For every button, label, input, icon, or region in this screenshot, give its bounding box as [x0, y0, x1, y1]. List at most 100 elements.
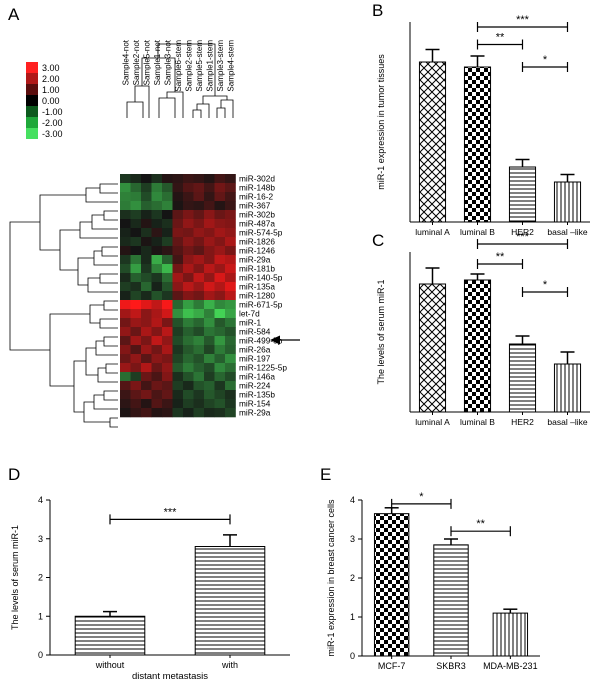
heatmap-cell: [151, 381, 163, 391]
heatmap-cell: [172, 264, 184, 274]
gene-label: miR-367: [239, 201, 271, 211]
heatmap-cell: [172, 183, 184, 193]
heatmap-cell: [130, 210, 142, 220]
heatmap-cell: [141, 363, 152, 373]
sample-label: Sample2-not: [132, 39, 141, 85]
heatmap-cell: [204, 318, 215, 328]
heatmap-cell: [162, 273, 173, 283]
bar-charts: miR-1 expression in tumor tissues luminal…: [10, 14, 590, 682]
heatmap-cell: [151, 237, 163, 247]
heatmap-cell: [151, 408, 163, 418]
y-tick-label: 4: [38, 495, 43, 505]
heatmap-cell: [120, 174, 131, 184]
heatmap-cell: [141, 318, 152, 328]
heatmap-cell: [183, 219, 194, 229]
heatmap-cell: [120, 282, 131, 292]
heatmap-cell: [172, 192, 184, 202]
x-tick-label: without: [95, 660, 125, 670]
heatmap-cell: [183, 192, 194, 202]
y-tick-label: 1: [350, 612, 355, 622]
heatmap-cell: [141, 354, 152, 364]
heatmap-cell: [225, 345, 236, 355]
heatmap-cell: [130, 264, 142, 274]
heatmap-cell: [204, 399, 215, 409]
heatmap-cell: [204, 309, 215, 319]
gene-label: miR-29a: [239, 408, 271, 418]
heatmap-cell: [130, 219, 142, 229]
heatmap-cell: [141, 228, 152, 238]
heatmap-cell: [130, 381, 142, 391]
heatmap-cell: [193, 381, 205, 391]
heatmap-cell: [214, 300, 226, 310]
heatmap-cell: [162, 399, 173, 409]
heatmap-cell: [151, 354, 163, 364]
heatmap-cell: [225, 363, 236, 373]
heatmap-cell: [183, 237, 194, 247]
sample-labels: Sample4-not Sample2-not Sample5-not Sample1…: [121, 39, 235, 91]
legend-swatch: [26, 73, 38, 84]
heatmap-cell: [204, 246, 215, 256]
heatmap-cell: [183, 408, 194, 418]
heatmap-cell: [141, 183, 152, 193]
heatmap-cell: [120, 327, 131, 337]
heatmap-cell: [141, 408, 152, 418]
heatmap-cell: [151, 363, 163, 373]
gene-label: miR-135b: [239, 390, 275, 400]
heatmap-cell: [204, 273, 215, 283]
bar: [463, 66, 492, 223]
gene-label: miR-16-2: [239, 192, 274, 202]
heatmap-cell: [141, 291, 152, 301]
heatmap-cell: [151, 255, 163, 265]
x-tick-label: luminal B: [460, 227, 495, 237]
heatmap-cell: [151, 336, 163, 346]
heatmap-cell: [120, 264, 131, 274]
heatmap-cell: [225, 174, 236, 184]
heatmap-cell: [225, 300, 236, 310]
heatmap-cell: [172, 372, 184, 382]
heatmap-cell: [120, 273, 131, 283]
bar: [553, 363, 582, 413]
heatmap-cell: [225, 399, 236, 409]
heatmap-cell: [225, 192, 236, 202]
heatmap-cell: [151, 264, 163, 274]
heatmap-cell: [193, 255, 205, 265]
heatmap-cell: [214, 318, 226, 328]
heatmap-cell: [130, 201, 142, 211]
heatmap-cell: [151, 183, 163, 193]
heatmap-cell: [214, 390, 226, 400]
heatmap-cell: [172, 408, 184, 418]
heatmap-cell: [214, 273, 226, 283]
significance-label: **: [476, 518, 485, 530]
legend-label: 2.00: [42, 74, 60, 84]
heatmap-cell: [204, 237, 215, 247]
heatmap-cell: [204, 255, 215, 265]
panel-label-a: A: [8, 5, 20, 24]
heatmap-cell: [120, 381, 131, 391]
panel-label-b: B: [372, 1, 383, 20]
gene-label: miR-302d: [239, 174, 275, 184]
heatmap-cell: [183, 201, 194, 211]
heatmap-cell: [183, 210, 194, 220]
heatmap-cell: [193, 174, 205, 184]
heatmap-cell: [141, 264, 152, 274]
heatmap-cell: [130, 300, 142, 310]
heatmap-cell: [193, 237, 205, 247]
significance-label: ***: [516, 14, 530, 26]
heatmap-cell: [193, 201, 205, 211]
gene-label: miR-197: [239, 354, 271, 364]
heatmap-cell: [162, 354, 173, 364]
gene-label: miR-29a: [239, 255, 271, 265]
gene-label: miR-140-5p: [239, 273, 283, 283]
sample-label: Sample2-stem: [184, 40, 193, 92]
heatmap-cell: [214, 174, 226, 184]
significance-label: *: [419, 491, 424, 503]
heatmap-cell: [172, 354, 184, 364]
y-tick-label: 2: [38, 573, 43, 583]
heatmap-cell: [225, 408, 236, 418]
heatmap-cell: [120, 237, 131, 247]
bar: [194, 546, 266, 656]
row-dendrogram: [9, 183, 118, 428]
heatmap-cell: [151, 372, 163, 382]
legend-swatch: [26, 117, 38, 128]
heatmap-cell: [141, 390, 152, 400]
